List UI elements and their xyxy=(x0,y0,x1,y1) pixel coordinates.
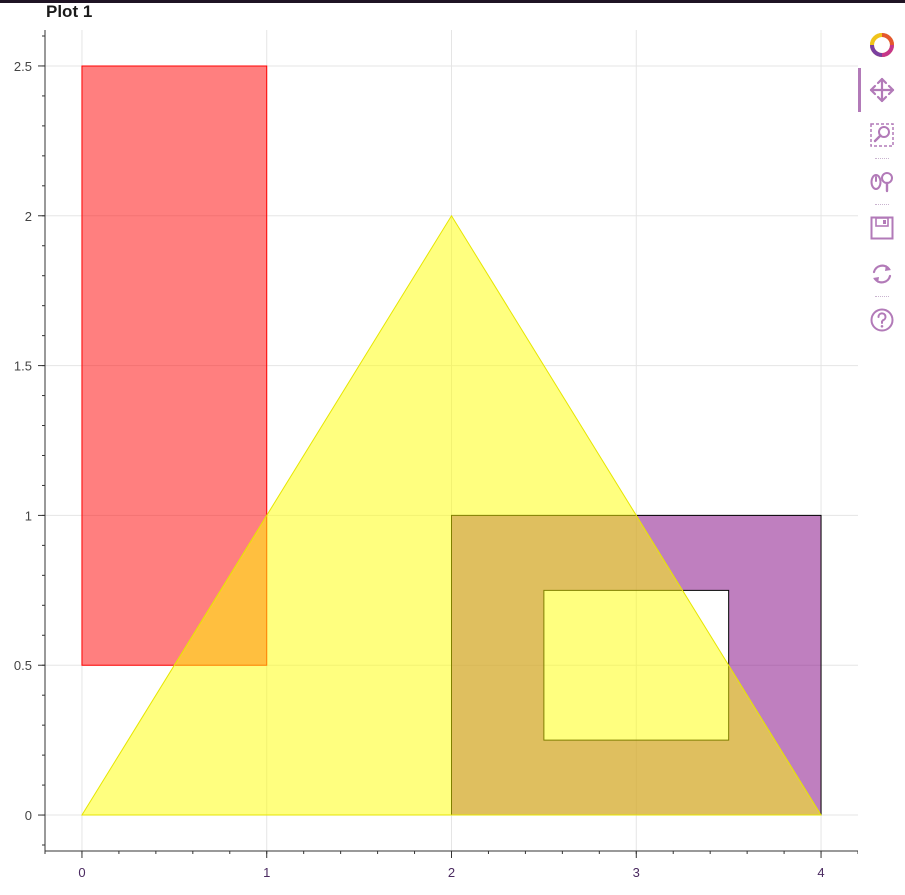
toolbar-separator xyxy=(875,158,889,159)
axes: 0 1 2 3 4 0 0.5 1 1.5 2 2.5 xyxy=(14,30,858,880)
y-tick-label: 1.5 xyxy=(14,359,32,374)
toolbar xyxy=(858,28,905,348)
reset-tool-icon[interactable] xyxy=(868,260,896,288)
y-tick-label: 0 xyxy=(25,808,32,823)
bokeh-logo-icon[interactable] xyxy=(868,31,896,59)
plot-canvas[interactable]: 0 1 2 3 4 0 0.5 1 1.5 2 2.5 xyxy=(0,0,858,895)
y-tick-label: 2 xyxy=(25,209,32,224)
box-zoom-tool-icon[interactable] xyxy=(868,121,896,149)
help-tool-icon[interactable] xyxy=(868,306,896,334)
x-tick-label: 1 xyxy=(263,865,270,880)
wheel-zoom-tool-icon[interactable] xyxy=(868,167,896,195)
y-tick-label: 0.5 xyxy=(14,658,32,673)
y-tick-label: 1 xyxy=(25,508,32,523)
toolbar-separator xyxy=(875,204,889,205)
top-border xyxy=(0,0,905,3)
x-tick-label: 3 xyxy=(633,865,640,880)
yellow-triangle xyxy=(81,214,822,816)
x-tick-label: 4 xyxy=(817,865,824,880)
x-tick-label: 0 xyxy=(78,865,85,880)
pan-tool-icon[interactable] xyxy=(868,76,896,104)
toolbar-separator xyxy=(875,296,889,297)
x-tick-label: 2 xyxy=(448,865,455,880)
save-tool-icon[interactable] xyxy=(868,214,896,242)
plot-title: Plot 1 xyxy=(46,2,93,21)
y-tick-label: 2.5 xyxy=(14,59,32,74)
active-tool-indicator xyxy=(858,68,861,112)
patch-layer xyxy=(81,65,822,816)
